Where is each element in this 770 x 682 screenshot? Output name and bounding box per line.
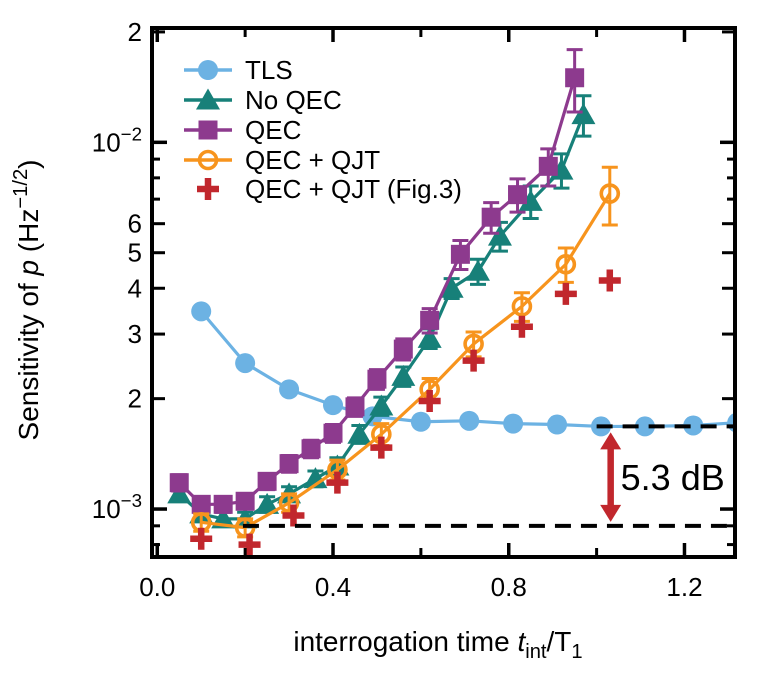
y-tick-label: 10−2 bbox=[92, 123, 142, 157]
data-point-marker bbox=[255, 492, 280, 514]
data-point-marker bbox=[599, 183, 621, 204]
y-axis: 2 10−2 65 4 3 2 10−3 bbox=[92, 17, 735, 547]
data-point-marker bbox=[303, 467, 328, 489]
legend-label: QEC + QJT (Fig.3) bbox=[245, 174, 462, 204]
data-point-marker bbox=[282, 504, 305, 527]
data-point-marker bbox=[547, 414, 568, 435]
db-gain-label: 5.3 dB bbox=[621, 457, 725, 498]
data-point-marker bbox=[418, 390, 441, 413]
data-point-marker bbox=[235, 353, 256, 374]
series-line bbox=[201, 192, 612, 530]
data-point-marker bbox=[279, 379, 300, 400]
plot-area bbox=[167, 48, 735, 556]
db-gain-annotation: 5.3 dB bbox=[600, 432, 725, 522]
legend-label: No QEC bbox=[245, 85, 342, 115]
legend-item-qec: QEC bbox=[184, 115, 301, 145]
legend-item-tls: TLS bbox=[184, 55, 293, 85]
data-point-marker bbox=[511, 296, 533, 317]
data-point-marker bbox=[481, 207, 501, 227]
data-point-marker bbox=[420, 310, 440, 330]
data-point-marker bbox=[462, 349, 485, 372]
data-point-marker bbox=[598, 269, 621, 292]
legend-label: QEC bbox=[245, 115, 301, 145]
data-point-marker bbox=[683, 415, 704, 436]
data-point-marker bbox=[508, 185, 528, 205]
y-tick-label: 4 bbox=[128, 273, 142, 303]
data-point-marker bbox=[518, 189, 543, 211]
data-point-marker bbox=[279, 454, 299, 474]
data-point-marker bbox=[213, 494, 233, 514]
legend-item-qec-qjt: QEC + QJT bbox=[184, 145, 380, 175]
y-axis-label: Sensitivity of p (Hz−1/2) bbox=[10, 160, 44, 441]
data-point-marker bbox=[393, 339, 413, 359]
data-point-marker bbox=[417, 326, 442, 348]
data-point-marker bbox=[370, 436, 393, 459]
x-axis: 0.0 0.4 0.8 1.2 bbox=[139, 28, 703, 602]
data-point-marker bbox=[257, 471, 277, 491]
y-tick-label: 10−3 bbox=[92, 490, 142, 524]
data-point-marker bbox=[465, 259, 490, 281]
x-tick-label: 1.2 bbox=[666, 572, 702, 602]
x-tick-label: 0.4 bbox=[315, 572, 351, 602]
data-point-marker bbox=[487, 224, 512, 246]
legend-label: QEC + QJT bbox=[245, 145, 380, 175]
legend-item-qec-qjt-fig3: QEC + QJT (Fig.3) bbox=[197, 174, 462, 204]
legend-item-no-qec: No QEC bbox=[184, 85, 342, 115]
y-tick-label: 5 bbox=[128, 238, 142, 268]
arrow-head-up-icon bbox=[600, 432, 622, 450]
data-point-marker bbox=[326, 471, 349, 494]
data-point-marker bbox=[167, 482, 192, 504]
data-point-marker bbox=[169, 473, 189, 493]
data-point-marker bbox=[235, 491, 255, 511]
data-point-marker bbox=[301, 439, 321, 459]
data-point-marker bbox=[197, 149, 219, 171]
data-point-marker bbox=[439, 276, 464, 298]
data-point-marker bbox=[323, 423, 343, 443]
plot-border bbox=[150, 26, 737, 559]
series-qec bbox=[169, 48, 585, 514]
series-tls bbox=[191, 301, 735, 437]
data-point-marker bbox=[538, 156, 558, 176]
data-point-marker bbox=[510, 315, 533, 338]
data-point-marker bbox=[571, 103, 596, 125]
data-point-marker bbox=[197, 178, 219, 200]
data-point-marker bbox=[410, 411, 431, 432]
y-tick-label: 6 bbox=[128, 209, 142, 239]
legend-label: TLS bbox=[245, 55, 293, 85]
data-point-marker bbox=[459, 410, 480, 431]
data-point-marker bbox=[278, 492, 300, 514]
arrow-head-down-icon bbox=[600, 504, 622, 522]
data-point-marker bbox=[503, 413, 524, 434]
data-point-marker bbox=[367, 369, 387, 389]
x-axis-label: interrogation time tint/T1 bbox=[293, 626, 582, 663]
y-tick-label: 2 bbox=[128, 384, 142, 414]
data-point-marker bbox=[391, 364, 416, 386]
data-point-marker bbox=[369, 394, 394, 416]
y-tick-label: 3 bbox=[128, 319, 142, 349]
data-point-marker bbox=[345, 397, 365, 417]
data-point-marker bbox=[191, 301, 212, 322]
x-tick-label: 0.8 bbox=[491, 572, 527, 602]
data-point-marker bbox=[634, 416, 655, 437]
y-tick-label: 2 bbox=[128, 17, 142, 47]
data-point-marker bbox=[198, 120, 218, 140]
data-point-marker bbox=[238, 533, 261, 556]
data-point-marker bbox=[565, 68, 585, 88]
data-point-marker bbox=[196, 88, 220, 110]
data-point-marker bbox=[198, 60, 218, 80]
series-qec-qjt-fig3 bbox=[190, 269, 621, 556]
data-point-marker bbox=[191, 494, 211, 514]
axes-frame: 0.0 0.4 0.8 1.2 2 10−2 65 4 3 2 10−3 bbox=[92, 17, 737, 602]
x-tick-label: 0.0 bbox=[139, 572, 175, 602]
data-point-marker bbox=[555, 253, 577, 275]
data-point-marker bbox=[450, 244, 470, 264]
data-point-marker bbox=[190, 527, 213, 550]
data-point-marker bbox=[323, 395, 344, 416]
data-point-marker bbox=[347, 422, 372, 444]
data-point-marker bbox=[554, 282, 577, 305]
